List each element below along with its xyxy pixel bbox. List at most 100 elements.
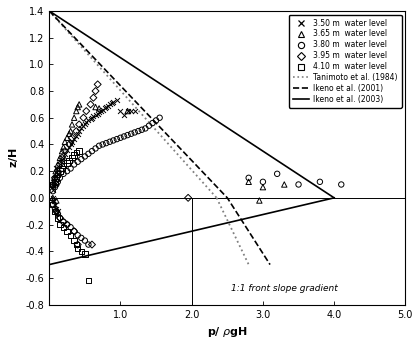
Point [135, 128, 142, 134]
Point [97, 108, 104, 114]
Point [89, 148, 95, 154]
Point [281, 182, 288, 187]
Point [110, 99, 117, 104]
Point [52, 206, 58, 211]
Point [74, 242, 81, 247]
Point [50, 182, 56, 187]
Point [76, 148, 82, 154]
Point [108, 100, 115, 106]
Point [53, 208, 60, 214]
Point [67, 142, 74, 147]
Point [60, 171, 67, 176]
Point [55, 171, 61, 176]
Point [60, 144, 67, 150]
Point [57, 215, 63, 221]
Point [64, 147, 71, 153]
Point [73, 108, 80, 114]
Point [60, 225, 67, 230]
Point [53, 198, 60, 203]
Y-axis label: $\mathbf{z/H}$: $\mathbf{z/H}$ [7, 147, 20, 168]
Point [57, 155, 63, 161]
Point [59, 155, 66, 161]
Point [52, 169, 59, 174]
Point [106, 102, 113, 107]
Point [87, 102, 94, 107]
Point [110, 138, 117, 143]
Point [50, 202, 56, 207]
Point [53, 175, 60, 181]
Point [76, 128, 82, 134]
Point [73, 128, 80, 134]
Point [85, 118, 92, 123]
Point [92, 112, 99, 118]
Point [50, 182, 56, 187]
Point [68, 155, 75, 161]
Point [52, 182, 58, 187]
Point [50, 182, 56, 187]
Point [50, 187, 56, 193]
Point [149, 120, 156, 126]
Point [73, 134, 80, 139]
Point [59, 158, 66, 163]
Point [85, 242, 92, 247]
Point [92, 104, 99, 110]
Point [78, 235, 85, 241]
Point [67, 233, 74, 238]
Point [68, 139, 75, 145]
Point [50, 198, 57, 203]
Point [113, 98, 120, 103]
Point [103, 104, 110, 110]
Point [92, 146, 99, 151]
Point [85, 278, 92, 283]
Point [94, 111, 101, 117]
Point [317, 179, 323, 184]
Point [124, 108, 131, 114]
Point [59, 148, 66, 154]
Point [142, 126, 149, 131]
Point [52, 179, 58, 184]
Point [71, 228, 78, 234]
Point [124, 108, 131, 114]
Point [90, 113, 97, 119]
Point [60, 219, 67, 225]
Point [81, 154, 88, 159]
Point [146, 123, 152, 128]
Point [121, 134, 127, 139]
Point [52, 175, 58, 181]
Point [71, 136, 78, 142]
Point [74, 246, 81, 251]
Point [128, 131, 134, 137]
Legend: 3.50 m  water level, 3.65 m  water level, 3.80 m  water level, 3.95 m  water lev: 3.50 m water level, 3.65 m water level, … [289, 15, 402, 108]
Point [99, 107, 106, 112]
Point [57, 175, 63, 181]
Point [83, 119, 89, 125]
Point [139, 127, 145, 133]
Point [113, 136, 120, 142]
Point [52, 184, 58, 190]
Point [71, 152, 78, 158]
Point [55, 179, 61, 184]
Point [76, 102, 82, 107]
Point [81, 122, 88, 127]
Point [55, 162, 61, 167]
Point [131, 130, 138, 135]
Point [103, 140, 110, 146]
Text: 1:1 front slope gradient: 1:1 front slope gradient [231, 284, 338, 293]
Point [81, 251, 88, 257]
Point [66, 142, 73, 147]
Point [50, 189, 56, 194]
Point [64, 160, 71, 166]
Point [78, 156, 85, 162]
Point [62, 139, 68, 145]
Point [57, 215, 63, 221]
Point [64, 228, 71, 234]
Point [66, 158, 73, 163]
Point [55, 171, 61, 176]
Point [62, 148, 68, 154]
Point [80, 115, 87, 120]
Point [74, 131, 81, 137]
Point [117, 135, 124, 140]
Point [274, 171, 281, 176]
Point [295, 182, 302, 187]
Point [52, 208, 58, 214]
